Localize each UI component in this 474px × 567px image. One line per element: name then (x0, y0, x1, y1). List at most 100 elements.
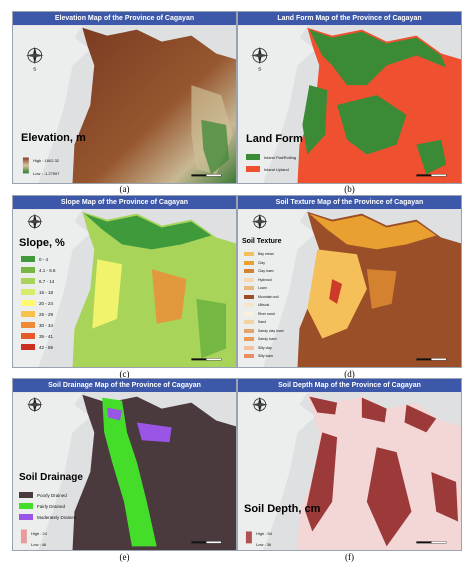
panel-landform-map: Land Form Map of the Province of Cagayan… (237, 11, 462, 184)
legend-item: 15 - 18 (21, 289, 53, 295)
legend-item: 0 - 4 (21, 256, 48, 262)
panel-texture-map: Soil Texture Map of the Province of Caga… (237, 195, 462, 368)
legend-item: 25 - 29 (21, 311, 53, 317)
legend-swatch (21, 333, 35, 339)
elevation-low: Low : -1.27597 (33, 171, 60, 176)
legend-swatch (19, 492, 33, 498)
legend-swatch (246, 154, 260, 160)
caption-e: (e) (119, 552, 130, 562)
legend-swatch (21, 267, 35, 273)
legend-item: Fairly Drained (19, 503, 65, 509)
slope-map (13, 209, 236, 367)
elevation-map: S (13, 25, 236, 183)
legend-item: 4.1 - 6.6 (21, 267, 56, 273)
legend-label: 4.1 - 6.6 (39, 267, 56, 273)
legend-swatch (244, 328, 254, 333)
legend-item: River sand (244, 311, 275, 316)
drainage-high: High : 24 (31, 531, 48, 536)
legend-label: Fairly Drained (37, 503, 66, 509)
elevation-legend-ramp (22, 157, 29, 174)
legend-swatch (21, 300, 35, 306)
north-arrow-icon (25, 46, 44, 65)
legend-item: Moderately Drained (19, 514, 76, 520)
legend-item: Poorly Drained (19, 492, 67, 498)
caption-a: (a) (119, 184, 130, 194)
legend-item: Hydrosol (244, 277, 272, 282)
legend-label: Sandy loam (258, 337, 277, 341)
legend-swatch (244, 311, 254, 316)
legend-swatch (244, 345, 254, 350)
legend-swatch (21, 344, 35, 350)
legend-swatch (244, 303, 254, 307)
legend-item: 20 - 24 (21, 300, 53, 306)
texture-map (238, 209, 461, 367)
legend-swatch (21, 278, 35, 284)
scale-bar (416, 174, 447, 177)
legend-item: 35 - 41 (21, 333, 53, 339)
legend-item: Inland Flat/Rolling (246, 154, 296, 160)
legend-swatch (244, 286, 254, 290)
slope-legend-title: Slope, % (19, 237, 65, 249)
scale-bar (416, 541, 447, 544)
panel-title: Soil Drainage Map of the Province of Cag… (13, 379, 236, 392)
legend-item: Clay (244, 260, 265, 265)
legend-label: Moderately Drained (37, 514, 77, 520)
landform-legend-title: Land Form (246, 133, 303, 145)
elevation-legend-title: Elevation, m (21, 132, 86, 144)
depth-legend-ramp (245, 531, 252, 544)
scale-bar (416, 358, 447, 361)
legend-swatch (244, 260, 254, 265)
legend-label: River sand (258, 311, 275, 316)
north-arrow-icon (250, 46, 269, 65)
legend-label: 20 - 24 (39, 300, 54, 306)
panel-title: Elevation Map of the Province of Cagayan (13, 12, 236, 25)
legend-item: Inland Upland (246, 166, 289, 172)
legend-swatch (244, 337, 254, 341)
drainage-low: Low : 46 (31, 542, 47, 547)
legend-swatch (244, 269, 254, 273)
panel-depth-map: Soil Depth Map of the Province of Cagaya… (237, 378, 462, 551)
legend-item: Silty loam (244, 354, 273, 358)
north-arrow-icon (251, 213, 268, 230)
landform-map: S (238, 25, 461, 183)
legend-label: Silty clay (258, 345, 272, 350)
depth-legend-title: Soil Depth, cm (244, 503, 321, 515)
legend-swatch (244, 252, 254, 256)
drainage-legend-title: Soil Drainage (19, 472, 83, 483)
north-arrow-icon (26, 213, 43, 230)
legend-label: 15 - 18 (39, 289, 54, 295)
elevation-high: High : 1802.32 (33, 158, 60, 163)
legend-item: Clay loam (244, 269, 274, 273)
panel-slope-map: Slope Map of the Province of Cagayan Slo… (12, 195, 237, 368)
caption-f: (f) (345, 552, 354, 562)
legend-swatch (246, 166, 260, 172)
legend-label: Sand (258, 320, 267, 324)
legend-label: Bay mean (258, 252, 274, 256)
legend-label: 6.7 - 14 (39, 278, 55, 284)
scale-bar (191, 358, 222, 361)
legend-label: Sandy clay loam (258, 328, 284, 333)
province-shape (72, 394, 236, 550)
depth-low: Low : 36 (256, 542, 272, 547)
legend-label: 25 - 29 (39, 311, 54, 317)
legend-item: Sandy loam (244, 337, 276, 341)
legend-swatch (244, 320, 254, 324)
panel-elevation-map: Elevation Map of the Province of Cagayan (12, 11, 237, 184)
legend-swatch (19, 514, 33, 520)
legend-item: Ultisols (244, 303, 269, 307)
legend-swatch (244, 294, 254, 299)
drainage-map (13, 392, 236, 550)
legend-item: 6.7 - 14 (21, 278, 54, 284)
legend-label: Hydrosol (258, 277, 272, 282)
legend-item: 30 - 34 (21, 322, 53, 328)
legend-swatch (21, 322, 35, 328)
scale-bar (191, 541, 222, 544)
legend-item: Sand (244, 320, 266, 324)
legend-label: Ultisols (258, 303, 270, 307)
legend-item: 42 - 85 (21, 344, 53, 350)
depth-high: High : 54 (256, 531, 273, 536)
legend-item: Loam (244, 286, 267, 290)
legend-swatch (244, 277, 254, 282)
caption-b: (b) (344, 184, 355, 194)
legend-label: Clay loam (258, 269, 274, 273)
